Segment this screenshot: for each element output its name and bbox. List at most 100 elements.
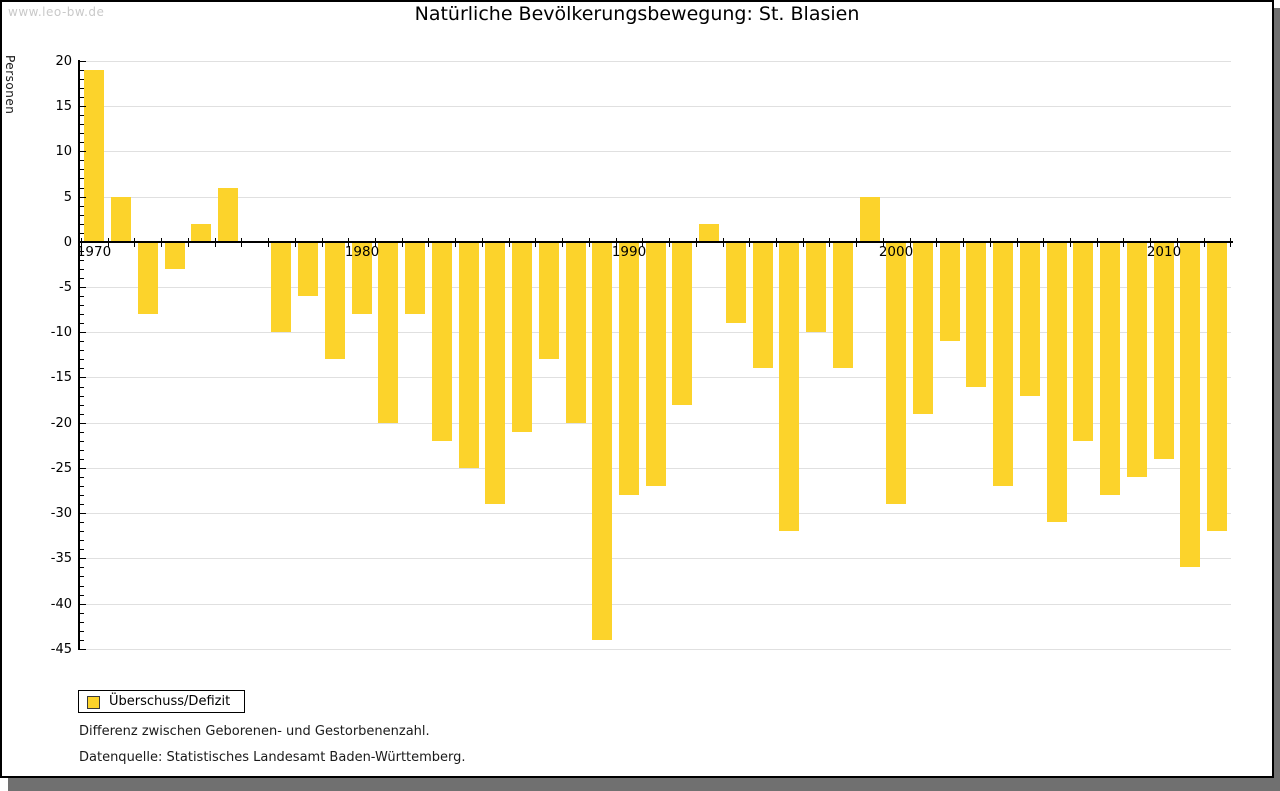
frame-shadow-bottom <box>8 778 1280 791</box>
y-tick--41 <box>80 613 84 614</box>
bar-1978 <box>298 243 318 296</box>
bar-1994 <box>726 243 746 323</box>
y-tick--29 <box>80 504 84 505</box>
bar-1992 <box>672 243 692 405</box>
gridline-y-30 <box>79 513 1231 514</box>
x-tick-10 <box>348 238 349 247</box>
footnote-datasource: Datenquelle: Statistisches Landesamt Bad… <box>79 750 466 765</box>
y-tick-14 <box>80 115 84 116</box>
bar-1979 <box>325 243 345 359</box>
y-tick--27 <box>80 486 84 487</box>
x-tick-41 <box>1177 238 1178 247</box>
footnote-definition: Differenz zwischen Geborenen- und Gestor… <box>79 724 430 739</box>
x-tick-30 <box>883 238 884 247</box>
y-axis-line <box>78 60 80 650</box>
x-tick-29 <box>856 238 857 247</box>
bar-1984 <box>459 243 479 468</box>
y-tick--23 <box>80 450 84 451</box>
y-tick-label-15: 15 <box>55 99 72 114</box>
y-tick--12 <box>80 350 84 351</box>
y-tick--3 <box>80 269 84 270</box>
x-tick-5 <box>215 238 216 247</box>
x-tick-38 <box>1097 238 1098 247</box>
bar-1975 <box>218 188 238 242</box>
y-tick--13 <box>80 359 84 360</box>
bar-1990 <box>619 243 639 495</box>
bar-1995 <box>753 243 773 368</box>
x-tick-label-2000: 2000 <box>878 244 914 260</box>
y-tick-4 <box>80 206 84 207</box>
y-tick-10 <box>80 151 86 152</box>
x-tick-22 <box>669 238 670 247</box>
x-tick-6 <box>241 238 242 247</box>
x-tick-14 <box>455 238 456 247</box>
bar-2001 <box>913 243 933 414</box>
x-tick-18 <box>562 238 563 247</box>
y-tick--44 <box>80 640 84 641</box>
y-tick-label-10: 10 <box>55 144 72 159</box>
y-tick--26 <box>80 477 84 478</box>
y-axis-title: Personen <box>3 55 17 115</box>
x-tick-1 <box>108 238 109 247</box>
x-tick-17 <box>535 238 536 247</box>
x-tick-24 <box>723 238 724 247</box>
y-tick--36 <box>80 567 84 568</box>
x-tick-37 <box>1070 238 1071 247</box>
y-tick-13 <box>80 124 84 125</box>
y-tick--4 <box>80 278 84 279</box>
x-tick-15 <box>482 238 483 247</box>
y-tick--19 <box>80 414 84 415</box>
x-tick-32 <box>936 238 937 247</box>
y-tick--25 <box>80 468 86 469</box>
bar-2003 <box>966 243 986 387</box>
y-tick-15 <box>80 106 86 107</box>
x-tick-35 <box>1017 238 1018 247</box>
bar-1999 <box>860 197 880 242</box>
y-tick-12 <box>80 133 84 134</box>
y-tick--2 <box>80 260 84 261</box>
y-tick--5 <box>80 287 86 288</box>
bar-1980 <box>352 243 372 314</box>
chart-title: Natürliche Bevölkerungsbewegung: St. Bla… <box>414 3 860 25</box>
y-tick-label--35: -35 <box>50 551 72 566</box>
y-tick-label--5: -5 <box>59 280 72 295</box>
y-tick-6 <box>80 188 84 189</box>
gridline-y5 <box>79 197 1231 198</box>
y-tick--31 <box>80 522 84 523</box>
x-tick-label-1970: 1970 <box>76 244 112 260</box>
plot-area: 20 15 10 5 0 -5 -10 -15 -20 -25 -30 -35 -40 -45 1970 19… <box>50 54 1233 656</box>
bar-2002 <box>940 243 960 341</box>
y-tick-3 <box>80 215 84 216</box>
y-tick--16 <box>80 387 84 388</box>
y-tick-label--20: -20 <box>50 416 72 431</box>
y-tick-5 <box>80 197 86 198</box>
y-tick--34 <box>80 549 84 550</box>
x-tick-label-2010: 2010 <box>1146 244 1182 260</box>
bar-2006 <box>1047 243 1067 522</box>
bar-1982 <box>405 243 425 314</box>
y-tick-1 <box>80 233 84 234</box>
y-tick--28 <box>80 495 84 496</box>
bar-2010 <box>1154 243 1174 459</box>
bar-2011 <box>1180 243 1200 567</box>
x-tick-13 <box>428 238 429 247</box>
y-tick--32 <box>80 531 84 532</box>
bar-2004 <box>993 243 1013 486</box>
y-tick-8 <box>80 169 84 170</box>
y-tick--18 <box>80 405 84 406</box>
bar-1972 <box>138 243 158 314</box>
y-tick--10 <box>80 332 86 333</box>
y-tick-16 <box>80 97 84 98</box>
gridline-y10 <box>79 151 1231 152</box>
x-tick-7 <box>268 238 269 247</box>
y-tick--45 <box>80 649 86 650</box>
gridline-y15 <box>79 106 1231 107</box>
y-tick--37 <box>80 576 84 577</box>
y-tick-label-20: 20 <box>55 54 72 69</box>
y-tick--14 <box>80 368 84 369</box>
bar-1996 <box>779 243 799 531</box>
y-tick-label-5: 5 <box>63 190 72 205</box>
y-tick-label--40: -40 <box>50 597 72 612</box>
y-tick--11 <box>80 341 84 342</box>
bar-1983 <box>432 243 452 441</box>
